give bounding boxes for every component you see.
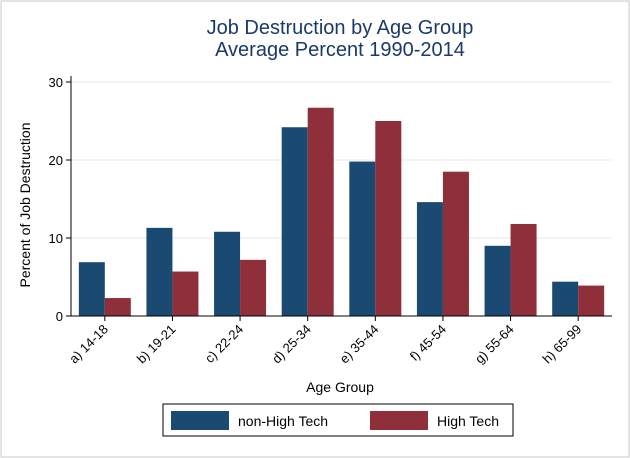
bar-non-high-tech <box>214 231 241 316</box>
legend: non-High Tech High Tech <box>162 403 514 437</box>
chart-title: Job Destruction by Age Group <box>207 17 474 39</box>
chart-subtitle: Average Percent 1990-2014 <box>215 39 465 61</box>
y-axis-title: Percent of Job Destruction <box>17 123 33 288</box>
legend-swatch-non-high-tech <box>171 411 229 430</box>
bar-non-high-tech <box>484 245 511 316</box>
bar-high-tech <box>172 271 199 316</box>
legend-label-non-high-tech: non-High Tech <box>238 413 328 429</box>
bar-high-tech <box>510 223 537 316</box>
bar-non-high-tech <box>78 262 105 316</box>
legend-label-high-tech: High Tech <box>437 413 499 429</box>
bar-high-tech <box>375 121 402 316</box>
bar-high-tech <box>307 107 334 317</box>
bar-non-high-tech <box>146 227 173 316</box>
bar-non-high-tech <box>349 161 376 316</box>
legend-swatch-high-tech <box>370 411 428 430</box>
bar-non-high-tech <box>416 202 443 316</box>
bar-high-tech <box>578 285 605 316</box>
y-tick-label: 20 <box>49 153 63 168</box>
bar-non-high-tech <box>281 127 308 317</box>
y-tick-label: 10 <box>49 231 63 246</box>
bars <box>78 107 605 317</box>
bar-non-high-tech <box>552 281 579 316</box>
y-tick-label: 30 <box>49 75 63 90</box>
bar-high-tech <box>104 298 131 316</box>
y-tick-label: 0 <box>56 309 63 324</box>
bar-high-tech <box>240 259 267 316</box>
bar-high-tech <box>442 171 469 316</box>
x-axis-title: Age Group <box>306 379 374 395</box>
y-axis: 0 10 20 30 <box>49 75 72 324</box>
